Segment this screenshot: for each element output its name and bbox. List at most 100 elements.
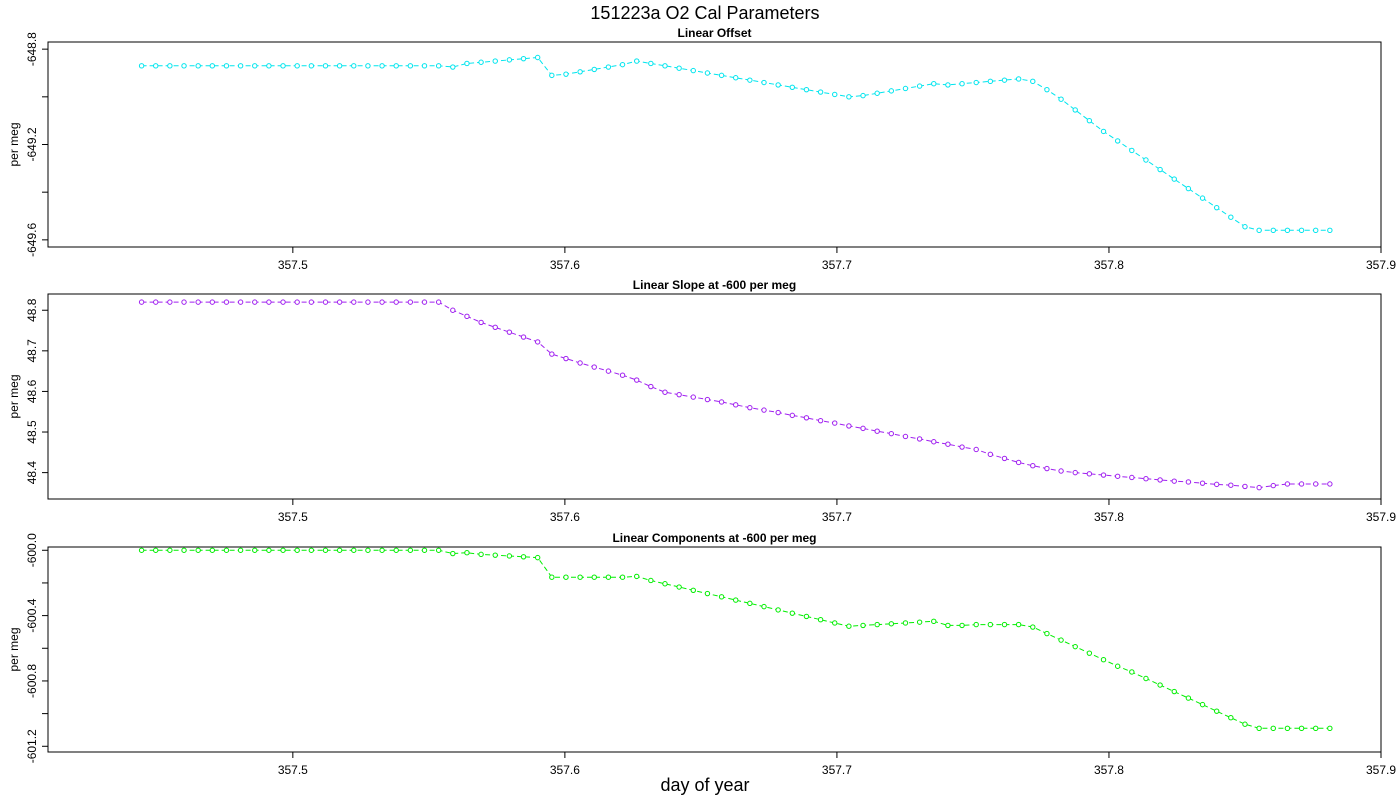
data-point (351, 547, 357, 553)
data-point (803, 415, 810, 421)
data-point (407, 63, 414, 69)
x-tick-label: 357.6 (550, 510, 580, 524)
data-point (1228, 482, 1234, 488)
data-point (817, 616, 824, 623)
data-point (209, 299, 216, 305)
data-point (181, 299, 187, 305)
data-point (1129, 669, 1135, 675)
data-point (280, 63, 286, 69)
data-point (931, 81, 937, 87)
data-point (1072, 107, 1078, 113)
data-point (1015, 76, 1022, 82)
data-point (916, 436, 923, 442)
y-tick-label: -600.8 (25, 664, 39, 698)
data-point (1313, 725, 1319, 732)
data-point (549, 574, 555, 580)
data-point (676, 584, 682, 590)
y-tick-label: 48.5 (25, 420, 39, 444)
data-point (718, 72, 725, 79)
data-point (393, 63, 399, 69)
data-point (336, 63, 343, 69)
y-tick-label: -648.8 (25, 32, 39, 66)
data-point (322, 299, 329, 305)
data-point (676, 391, 682, 398)
data-point (195, 63, 201, 69)
y-tick-label: -649.6 (25, 223, 39, 257)
data-point (464, 313, 470, 320)
data-point (789, 610, 796, 616)
x-tick-label: 357.5 (278, 510, 308, 524)
data-point (1213, 204, 1220, 211)
data-point (888, 621, 895, 627)
x-tick-label: 357.9 (1366, 763, 1396, 777)
data-point (308, 63, 315, 69)
data-point (916, 83, 923, 89)
data-point (874, 428, 880, 434)
data-point (1015, 459, 1022, 466)
data-point (1313, 227, 1319, 234)
data-point (450, 64, 456, 70)
plot-frame (47, 546, 1382, 753)
y-tick-label: 48.7 (25, 339, 39, 363)
data-point (322, 63, 329, 69)
data-point (874, 621, 880, 628)
data-point (1001, 621, 1008, 628)
series-line (141, 301, 1330, 489)
data-point (1114, 663, 1121, 669)
data-point (860, 425, 866, 432)
data-point (1270, 482, 1276, 489)
data-point (209, 547, 216, 553)
x-tick-label: 357.7 (822, 510, 852, 524)
data-point (1185, 695, 1192, 701)
y-axis-label: per meg (7, 627, 21, 671)
data-point (534, 54, 541, 61)
data-point (591, 574, 597, 580)
data-point (633, 573, 640, 580)
data-point (733, 75, 739, 81)
data-point (280, 547, 286, 553)
data-point (577, 69, 583, 75)
data-point (761, 407, 767, 413)
data-point (492, 552, 498, 558)
data-point (209, 63, 216, 69)
y-tick-label: 48.4 (25, 461, 39, 485)
data-point (195, 547, 201, 553)
data-point (478, 59, 484, 65)
data-point (619, 61, 626, 68)
data-point (959, 81, 965, 87)
data-point (747, 77, 753, 83)
data-point (1185, 479, 1192, 485)
data-point (1270, 227, 1276, 234)
data-point (1298, 227, 1305, 234)
data-point (520, 55, 527, 62)
data-point (138, 63, 145, 69)
data-point (973, 446, 979, 453)
x-tick-label: 357.8 (1094, 510, 1124, 524)
data-point (945, 82, 951, 88)
data-point (718, 594, 725, 600)
data-point (181, 63, 187, 69)
data-point (1157, 166, 1163, 173)
data-point (761, 79, 767, 86)
data-point (1001, 77, 1008, 83)
data-point (266, 547, 272, 553)
data-point (266, 63, 272, 69)
data-point (1072, 643, 1078, 650)
panel-3: Linear Components at -600 per meg per meg… (7, 531, 1396, 777)
data-point (817, 417, 824, 424)
data-point (718, 399, 725, 405)
data-point (563, 355, 569, 362)
data-point (775, 82, 781, 88)
data-point (294, 63, 300, 69)
data-point (619, 574, 626, 580)
data-point (534, 339, 541, 345)
data-point (605, 368, 612, 374)
data-point (294, 299, 300, 305)
data-point (308, 299, 315, 305)
panel-title: Linear Offset (677, 26, 751, 40)
data-point (421, 547, 428, 553)
data-point (888, 430, 895, 437)
data-point (1298, 725, 1305, 732)
x-tick-label: 357.6 (550, 258, 580, 272)
y-tick-label: 48.6 (25, 379, 39, 403)
